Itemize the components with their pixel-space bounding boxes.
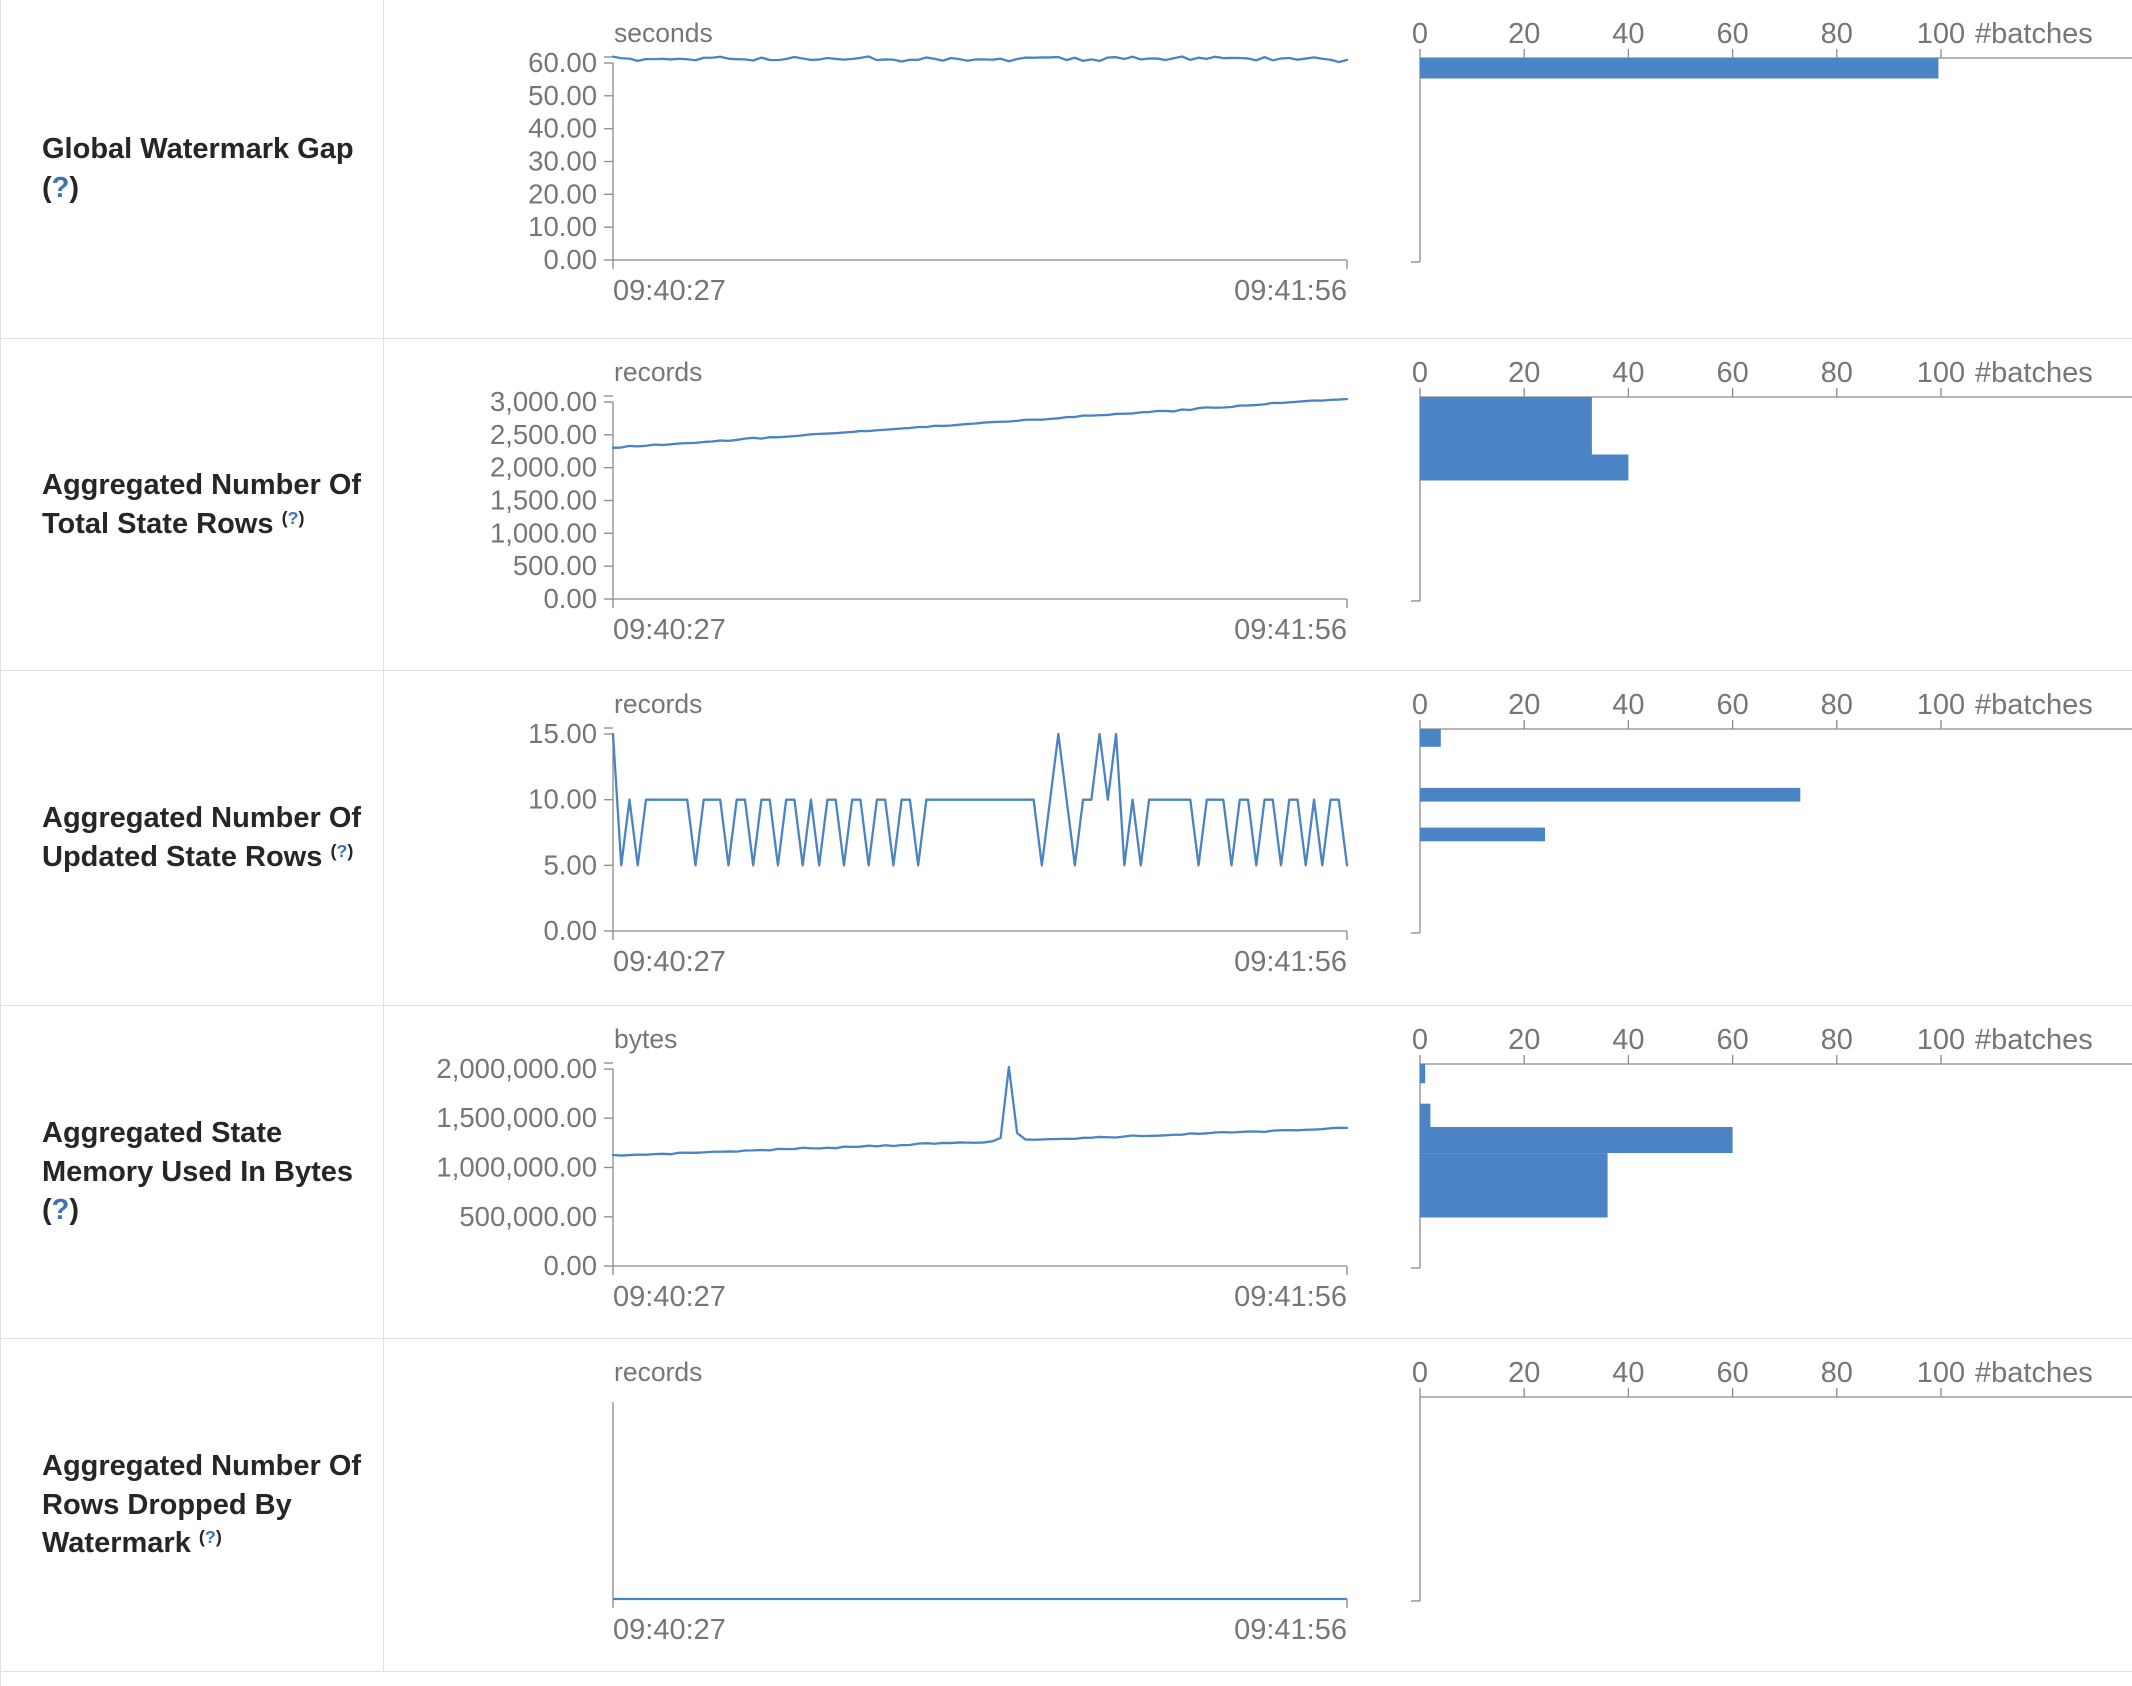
svg-text:20: 20 <box>1508 1357 1540 1389</box>
svg-text:60: 60 <box>1716 1357 1748 1389</box>
svg-text:#batches: #batches <box>1975 1357 2093 1389</box>
svg-text:#batches: #batches <box>1975 689 2093 721</box>
svg-text:0: 0 <box>1412 1357 1428 1389</box>
svg-text:40: 40 <box>1612 357 1644 389</box>
svg-text:100: 100 <box>1917 357 1965 389</box>
svg-text:60: 60 <box>1716 18 1748 50</box>
svg-text:40: 40 <box>1612 689 1644 721</box>
svg-text:0: 0 <box>1412 1024 1428 1056</box>
svg-text:0: 0 <box>1412 689 1428 721</box>
svg-text:80: 80 <box>1821 1024 1853 1056</box>
svg-text:60: 60 <box>1716 689 1748 721</box>
svg-text:100: 100 <box>1917 689 1965 721</box>
svg-text:60: 60 <box>1716 1024 1748 1056</box>
svg-text:0: 0 <box>1412 18 1428 50</box>
svg-text:#batches: #batches <box>1975 357 2093 389</box>
svg-text:80: 80 <box>1821 357 1853 389</box>
svg-text:100: 100 <box>1917 1357 1965 1389</box>
svg-text:0: 0 <box>1412 357 1428 389</box>
svg-text:60: 60 <box>1716 357 1748 389</box>
svg-text:100: 100 <box>1917 1024 1965 1056</box>
svg-text:100: 100 <box>1917 18 1965 50</box>
svg-text:40: 40 <box>1612 18 1644 50</box>
svg-text:20: 20 <box>1508 1024 1540 1056</box>
svg-text:40: 40 <box>1612 1357 1644 1389</box>
svg-text:80: 80 <box>1821 1357 1853 1389</box>
svg-text:20: 20 <box>1508 18 1540 50</box>
svg-text:40: 40 <box>1612 1024 1644 1056</box>
svg-text:#batches: #batches <box>1975 1024 2093 1056</box>
svg-text:80: 80 <box>1821 18 1853 50</box>
svg-text:#batches: #batches <box>1975 18 2093 50</box>
svg-text:20: 20 <box>1508 357 1540 389</box>
svg-text:20: 20 <box>1508 689 1540 721</box>
svg-text:80: 80 <box>1821 689 1853 721</box>
